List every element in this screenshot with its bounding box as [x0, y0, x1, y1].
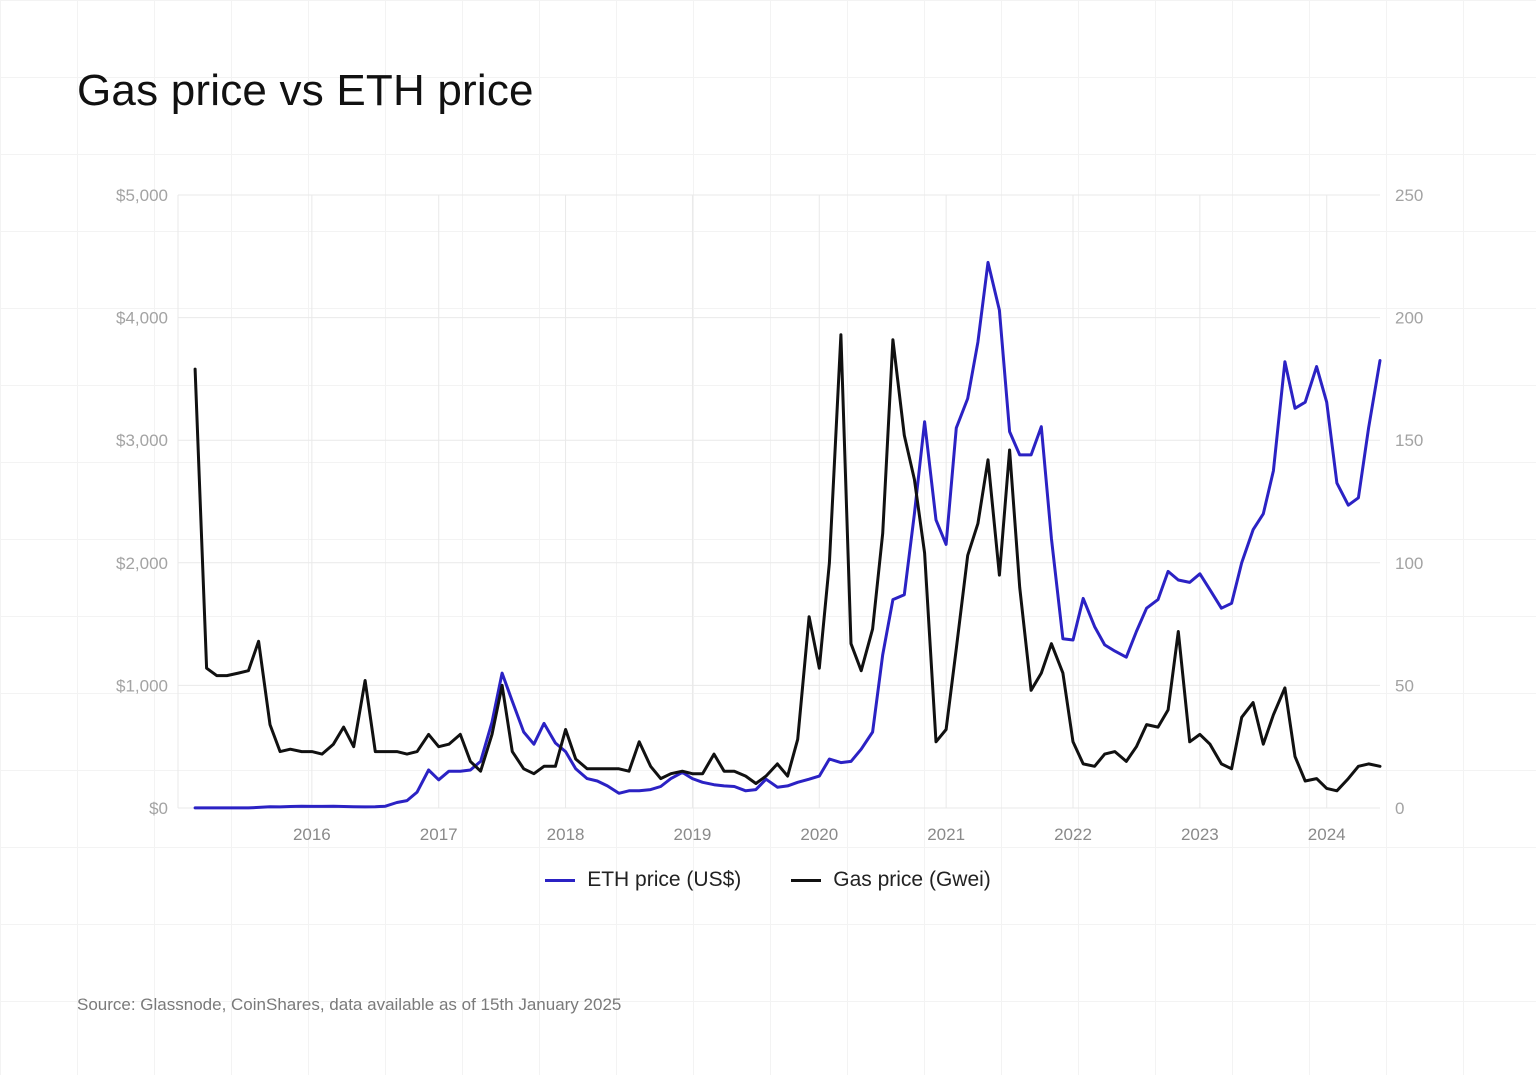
right-tick-label: 150 — [1395, 431, 1423, 450]
right-tick-label: 0 — [1395, 799, 1404, 818]
right-tick-label: 50 — [1395, 676, 1414, 695]
left-axis-ticks: $0 $1,000 $2,000 $3,000 $4,000 $5,000 — [116, 186, 168, 818]
legend-swatch-gas — [791, 878, 822, 882]
right-tick-label: 200 — [1395, 309, 1423, 328]
x-tick-label: 2024 — [1308, 825, 1346, 844]
x-axis-ticks: 2016 2017 2018 2019 2020 2021 2022 2023 2024 — [293, 825, 1346, 844]
series-layer — [193, 260, 1382, 810]
x-tick-label: 2022 — [1054, 825, 1092, 844]
left-tick-label: $5,000 — [116, 186, 168, 205]
x-tick-label: 2021 — [927, 825, 965, 844]
right-tick-label: 100 — [1395, 554, 1423, 573]
x-tick-label: 2019 — [674, 825, 712, 844]
x-tick-label: 2023 — [1181, 825, 1219, 844]
x-tick-label: 2018 — [547, 825, 585, 844]
legend-item-eth: ETH price (US$) — [545, 868, 741, 892]
legend-label-gas: Gas price (Gwei) — [833, 868, 991, 891]
legend: ETH price (US$) Gas price (Gwei) — [0, 868, 1536, 892]
x-tick-label: 2016 — [293, 825, 331, 844]
page-title: Gas price vs ETH price — [77, 66, 534, 115]
source-note: Source: Glassnode, CoinShares, data avai… — [77, 995, 622, 1014]
left-tick-label: $3,000 — [116, 431, 168, 450]
legend-item-gas: Gas price (Gwei) — [791, 868, 991, 892]
left-tick-label: $4,000 — [116, 309, 168, 328]
eth-price-line — [193, 260, 1382, 810]
left-tick-label: $0 — [149, 799, 168, 818]
right-tick-label: 250 — [1395, 186, 1423, 205]
plot-gridlines — [177, 194, 1380, 809]
x-tick-label: 2020 — [800, 825, 838, 844]
gas-price-line — [193, 333, 1382, 793]
left-tick-label: $2,000 — [116, 554, 168, 573]
legend-label-eth: ETH price (US$) — [587, 868, 742, 891]
x-tick-label: 2017 — [420, 825, 458, 844]
right-axis-ticks: 0 50 100 150 200 250 — [1395, 186, 1423, 818]
legend-swatch-eth — [545, 878, 576, 882]
left-tick-label: $1,000 — [116, 676, 168, 695]
